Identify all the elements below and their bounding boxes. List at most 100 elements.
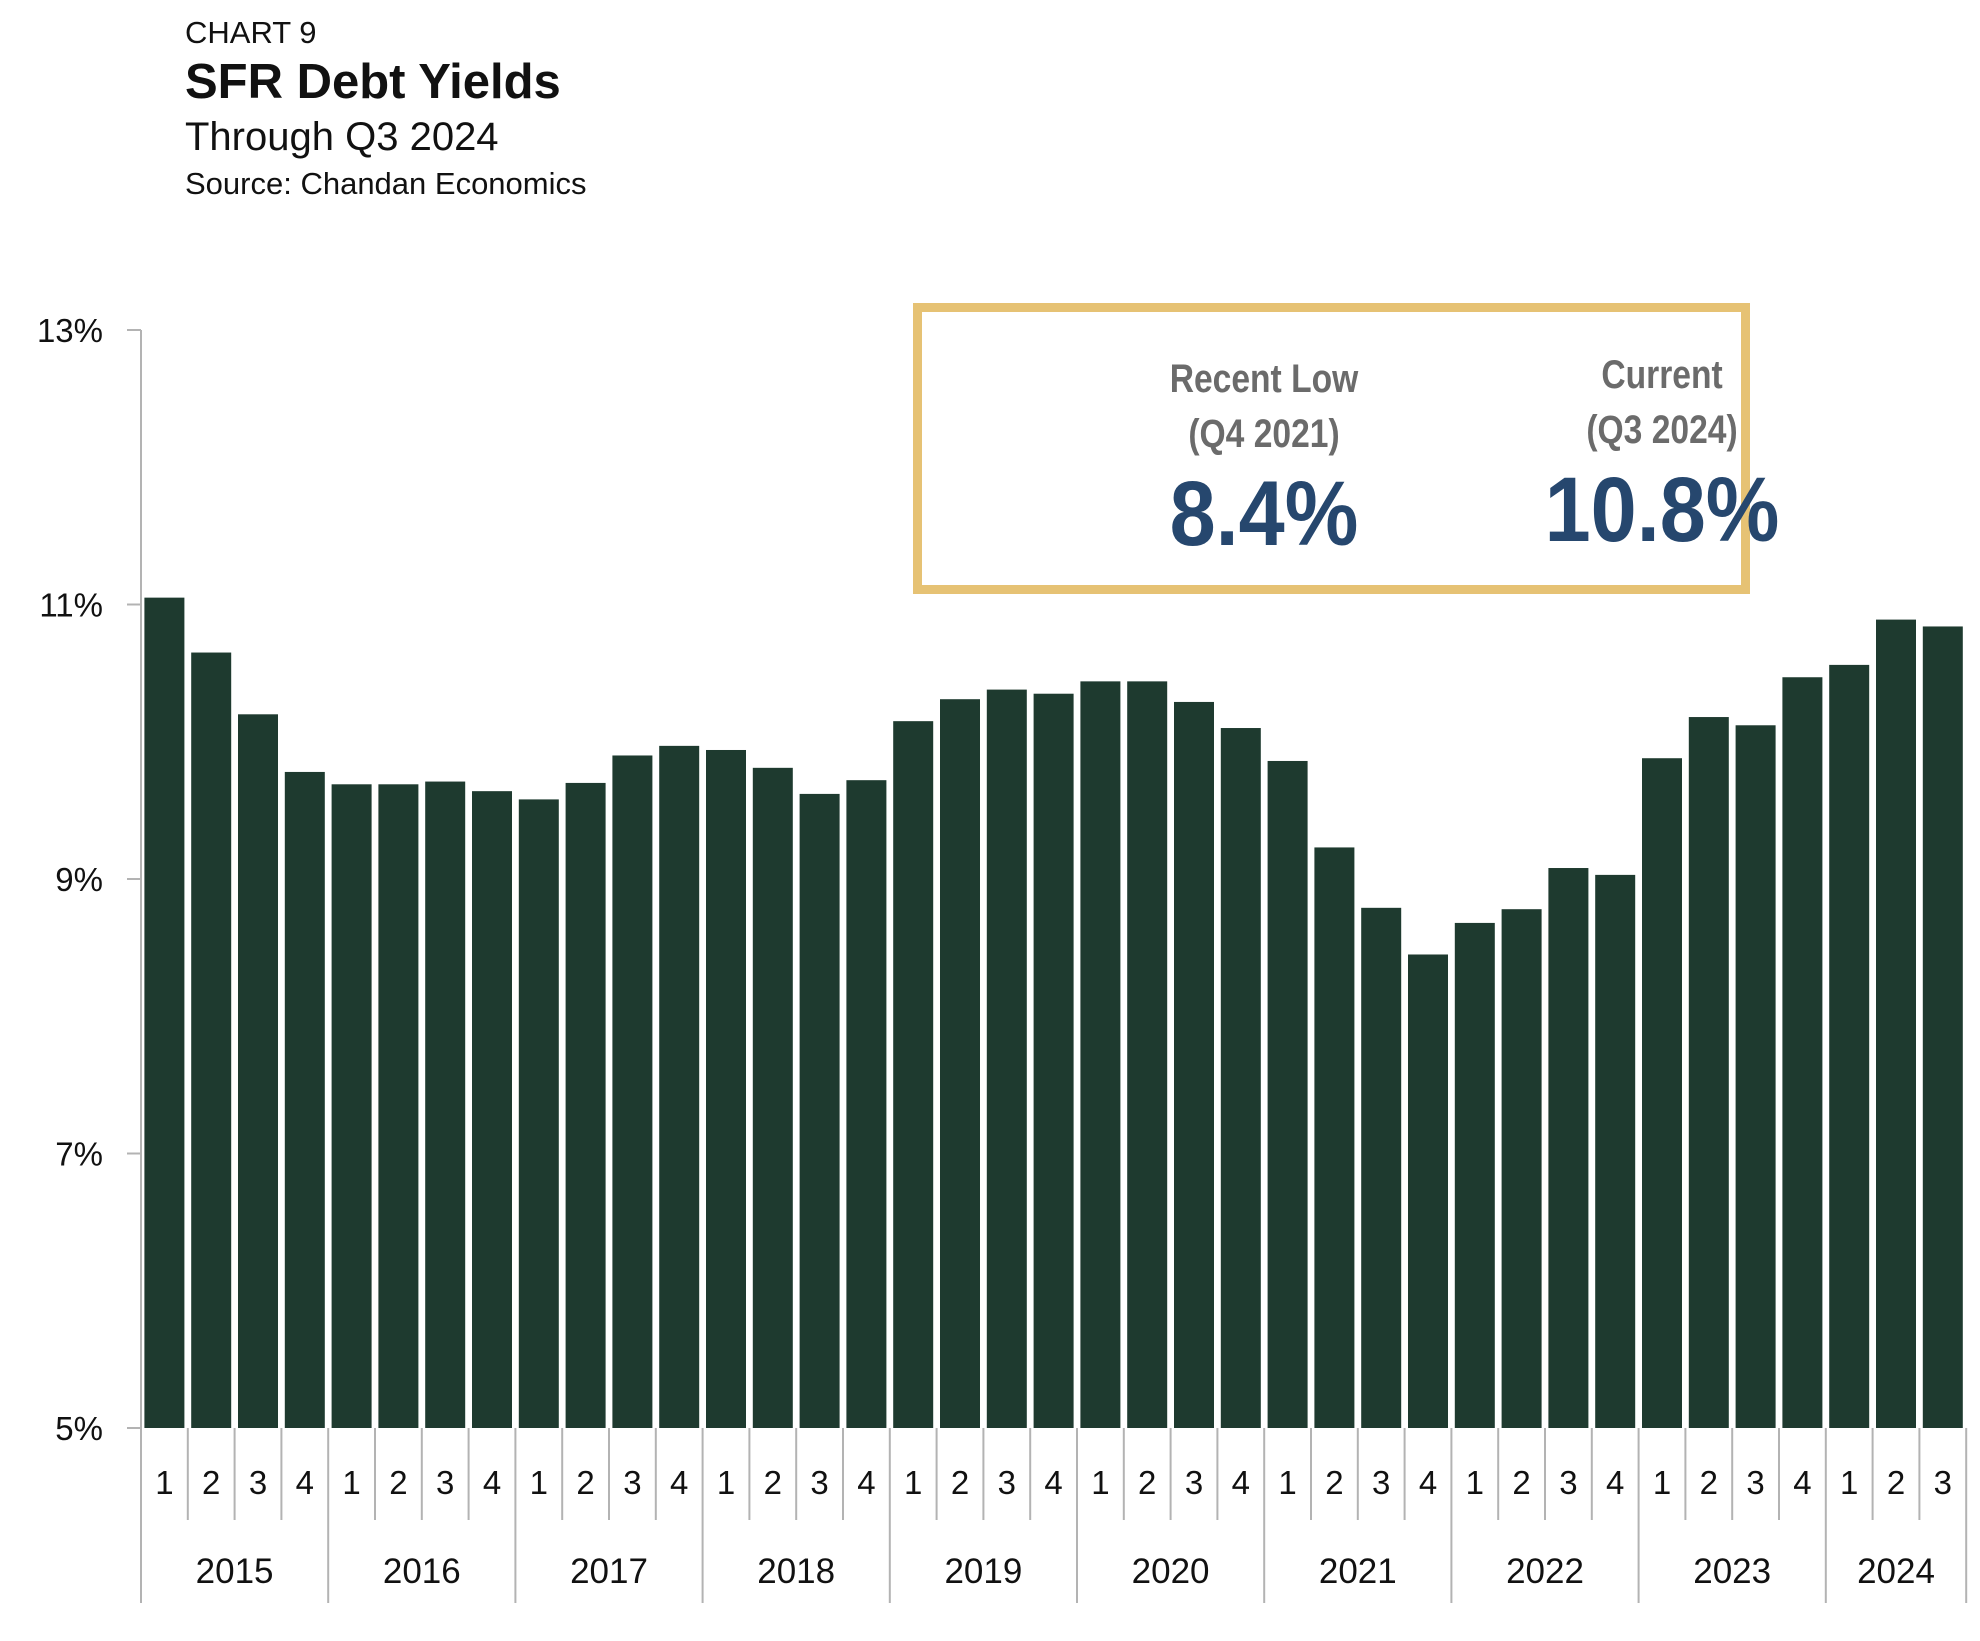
bar [1220, 728, 1261, 1428]
quarter-label: 2 [576, 1464, 594, 1501]
bar [378, 784, 419, 1428]
quarter-label: 2 [1325, 1464, 1343, 1501]
quarter-label: 3 [1934, 1464, 1952, 1501]
year-label: 2023 [1693, 1552, 1771, 1591]
bar [425, 781, 466, 1428]
quarter-label: 3 [1559, 1464, 1577, 1501]
recent-low-value: 8.4% [1169, 463, 1359, 565]
quarter-label: 1 [1091, 1464, 1109, 1501]
quarter-label: 1 [342, 1464, 360, 1501]
bar [1454, 922, 1495, 1428]
bar [986, 689, 1027, 1428]
quarter-label: 4 [670, 1464, 688, 1501]
bar [1595, 874, 1636, 1428]
year-label: 2020 [1132, 1552, 1210, 1591]
chart-title: SFR Debt Yields [185, 55, 561, 109]
bar [1408, 954, 1448, 1428]
bar [799, 793, 840, 1428]
quarter-label: 2 [951, 1464, 969, 1501]
quarter-label: 1 [717, 1464, 735, 1501]
bar [846, 780, 887, 1428]
quarter-label: 2 [1138, 1464, 1156, 1501]
bar [1174, 701, 1214, 1428]
quarter-label: 3 [1185, 1464, 1203, 1501]
quarter-label: 4 [296, 1464, 314, 1501]
chart-subtitle: Through Q3 2024 [185, 115, 499, 159]
year-label: 2015 [196, 1552, 274, 1591]
year-label: 2021 [1319, 1552, 1397, 1591]
quarter-label: 4 [483, 1464, 501, 1501]
year-label: 2022 [1506, 1552, 1584, 1591]
recent-low-period: (Q4 2021) [1188, 412, 1340, 456]
quarter-label: 2 [1700, 1464, 1718, 1501]
bar [1361, 907, 1402, 1428]
chart-number: CHART 9 [185, 15, 317, 50]
y-tick-label: 13% [37, 312, 103, 349]
quarter-label: 3 [623, 1464, 641, 1501]
bar [238, 714, 278, 1428]
quarter-label: 1 [904, 1464, 922, 1501]
quarter-label: 1 [1653, 1464, 1671, 1501]
bar [940, 699, 980, 1428]
current-label: Current [1601, 353, 1723, 397]
bar [1782, 677, 1823, 1428]
current-period: (Q3 2024) [1586, 408, 1738, 452]
bar [1548, 868, 1589, 1428]
quarter-label: 2 [1887, 1464, 1905, 1501]
quarter-label: 4 [1419, 1464, 1437, 1501]
bar [1080, 681, 1121, 1428]
y-tick-label: 5% [55, 1410, 103, 1447]
bar [612, 755, 653, 1428]
current-stat: Current (Q3 2024) 10.8% [1462, 348, 1862, 560]
bar [1127, 681, 1168, 1428]
year-label: 2018 [757, 1552, 835, 1591]
chart-source: Source: Chandan Economics [185, 166, 587, 201]
quarter-label: 2 [202, 1464, 220, 1501]
y-tick-label: 11% [39, 587, 103, 624]
y-tick-label: 9% [55, 861, 103, 898]
quarter-label: 4 [1793, 1464, 1811, 1501]
quarter-label: 3 [998, 1464, 1016, 1501]
bar [752, 767, 793, 1428]
bar [1642, 758, 1682, 1428]
bar [284, 771, 325, 1428]
bar [518, 799, 559, 1428]
quarter-label: 2 [389, 1464, 407, 1501]
bar [1829, 664, 1870, 1428]
callout-box: Recent Low (Q4 2021) 8.4% Current (Q3 20… [913, 303, 1779, 594]
bar [1688, 717, 1729, 1428]
quarter-label: 3 [1746, 1464, 1764, 1501]
bar [1501, 909, 1542, 1428]
quarter-label: 4 [857, 1464, 875, 1501]
quarter-label: 1 [1466, 1464, 1484, 1501]
bar [1033, 693, 1074, 1428]
y-tick-label: 7% [55, 1136, 103, 1173]
bar [191, 652, 232, 1428]
bar [893, 721, 934, 1428]
bar [706, 749, 746, 1428]
bar [1314, 847, 1355, 1428]
recent-low-label: Recent Low [1169, 357, 1359, 401]
quarter-label: 2 [764, 1464, 782, 1501]
bar [1267, 760, 1308, 1428]
chart-header: CHART 9 SFR Debt Yields Through Q3 2024 … [185, 14, 587, 206]
quarter-label: 1 [155, 1464, 173, 1501]
recent-low-stat: Recent Low (Q4 2021) 8.4% [1064, 352, 1464, 564]
year-label: 2019 [944, 1552, 1022, 1591]
bar [565, 782, 606, 1428]
quarter-label: 1 [1278, 1464, 1296, 1501]
quarter-label: 4 [1606, 1464, 1624, 1501]
bar [1922, 626, 1963, 1428]
quarter-label: 4 [1232, 1464, 1250, 1501]
quarter-label: 3 [436, 1464, 454, 1501]
year-label: 2017 [570, 1552, 648, 1591]
bar [659, 745, 700, 1428]
quarter-label: 1 [1840, 1464, 1858, 1501]
year-label: 2016 [383, 1552, 461, 1591]
bar [144, 597, 185, 1428]
quarter-label: 4 [1044, 1464, 1062, 1501]
current-value: 10.8% [1544, 459, 1780, 561]
bar [472, 791, 512, 1428]
quarter-label: 2 [1512, 1464, 1530, 1501]
